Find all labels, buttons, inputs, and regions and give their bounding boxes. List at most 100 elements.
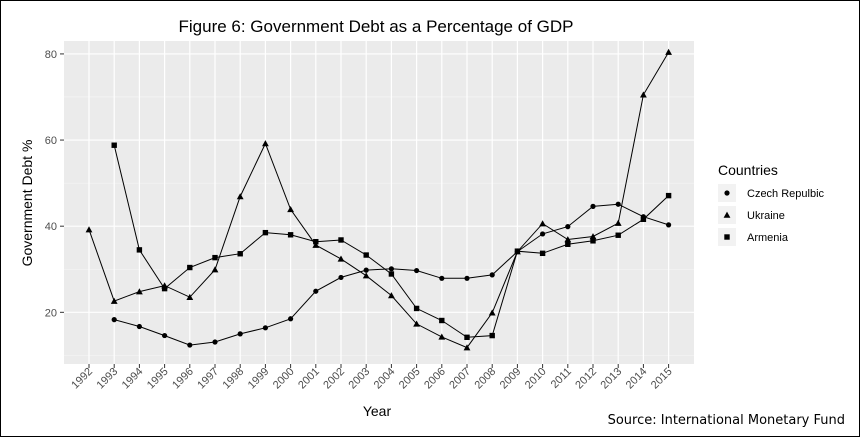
data-point-square bbox=[590, 238, 596, 244]
x-tick-label: 2008 bbox=[473, 366, 499, 392]
data-point-triangle bbox=[665, 48, 672, 55]
data-point-square bbox=[539, 250, 546, 257]
chart-title: Figure 6: Government Debt as a Percentag… bbox=[179, 17, 574, 36]
x-tick-label: 2015 bbox=[649, 366, 675, 392]
data-point-square bbox=[187, 264, 193, 271]
data-point-triangle bbox=[186, 293, 194, 300]
data-point-square bbox=[640, 216, 647, 222]
data-point-square bbox=[514, 248, 521, 254]
data-point-circle bbox=[111, 317, 117, 323]
legend-items: Czech Repulbic Ukraine Armenia bbox=[718, 184, 825, 246]
data-point-square bbox=[111, 142, 117, 148]
data-point-triangle bbox=[640, 91, 647, 98]
data-point-square bbox=[388, 271, 395, 277]
y-tick-label: 80 bbox=[45, 49, 57, 61]
data-point-triangle bbox=[488, 309, 496, 316]
x-tick-label: 1993 bbox=[95, 366, 121, 392]
x-tick-label: 1996 bbox=[170, 366, 196, 392]
y-tick-label: 40 bbox=[45, 221, 57, 233]
data-point-triangle bbox=[85, 226, 93, 233]
legend-title: Countries bbox=[718, 162, 778, 178]
data-point-circle bbox=[590, 203, 596, 209]
data-point-square bbox=[464, 334, 470, 340]
data-point-square bbox=[413, 305, 420, 312]
data-point-square bbox=[565, 241, 571, 247]
data-point-circle bbox=[338, 274, 344, 281]
data-point-triangle bbox=[589, 233, 597, 240]
x-tick-label: 1992 bbox=[69, 366, 95, 392]
data-point-circle bbox=[388, 266, 394, 272]
data-point-triangle bbox=[614, 219, 622, 226]
data-point-square bbox=[313, 238, 319, 245]
data-point-triangle bbox=[362, 272, 370, 279]
y-tick-label: 20 bbox=[45, 307, 57, 319]
x-tick-label: 1997 bbox=[195, 366, 221, 392]
data-point-triangle bbox=[337, 255, 345, 262]
legend-label: Armenia bbox=[747, 232, 789, 244]
data-point-circle bbox=[414, 267, 420, 274]
data-point-triangle bbox=[413, 320, 420, 327]
x-tick-label: 1999 bbox=[246, 366, 272, 392]
data-point-triangle bbox=[287, 205, 294, 213]
data-point-circle bbox=[439, 275, 445, 281]
data-point-triangle bbox=[236, 193, 244, 200]
series-points bbox=[85, 48, 672, 351]
minor-gridlines bbox=[64, 96, 694, 356]
data-point-triangle bbox=[564, 236, 572, 243]
legend: Countries Czech Repulbic Ukraine Armenia bbox=[718, 162, 825, 246]
legend-label: Ukraine bbox=[747, 210, 785, 222]
x-axis-ticks: 1992 1993 1994 1995 1996 1997 1998 1999 2000 2001… bbox=[69, 364, 675, 392]
x-tick-label: 2004 bbox=[372, 366, 398, 392]
x-tick-label: 1995 bbox=[145, 366, 171, 392]
data-point-circle bbox=[288, 316, 294, 322]
x-tick-label: 2012 bbox=[573, 366, 599, 392]
data-point-circle bbox=[212, 339, 218, 345]
legend-label: Czech Repulbic bbox=[747, 188, 825, 200]
y-axis-title: Government Debt % bbox=[19, 140, 35, 267]
data-point-circle bbox=[187, 342, 193, 348]
x-tick-label: 2002 bbox=[321, 366, 347, 392]
data-point-circle bbox=[666, 222, 672, 228]
data-point-circle bbox=[363, 267, 369, 273]
data-point-square bbox=[136, 247, 143, 253]
x-tick-label: 2010 bbox=[523, 366, 549, 392]
data-point-square bbox=[161, 285, 168, 292]
data-point-triangle bbox=[388, 292, 395, 299]
data-point-square bbox=[237, 251, 243, 257]
data-point-square bbox=[262, 229, 269, 236]
x-tick-label: 2007 bbox=[447, 366, 473, 392]
data-point-triangle bbox=[136, 288, 143, 295]
y-tick-label: 60 bbox=[45, 135, 57, 147]
data-point-square bbox=[665, 192, 672, 199]
data-point-circle bbox=[313, 288, 319, 294]
data-point-square bbox=[287, 232, 294, 238]
x-tick-label: 2001 bbox=[296, 366, 322, 392]
data-point-circle bbox=[237, 331, 243, 337]
x-tick-label: 2013 bbox=[599, 366, 625, 392]
data-point-square bbox=[615, 232, 621, 238]
data-point-circle bbox=[464, 275, 470, 281]
data-point-triangle bbox=[312, 241, 320, 248]
data-point-circle bbox=[262, 325, 268, 331]
x-tick-label: 2006 bbox=[422, 366, 448, 392]
data-point-circle bbox=[489, 272, 495, 278]
data-point-triangle bbox=[539, 220, 546, 227]
data-point-triangle bbox=[438, 333, 446, 340]
x-tick-label: 2011 bbox=[549, 366, 574, 391]
data-point-circle bbox=[136, 323, 142, 330]
y-axis-ticks: 20 40 60 80 bbox=[45, 49, 64, 319]
data-point-square bbox=[439, 317, 445, 324]
source-note: Source: International Monetary Fund bbox=[608, 413, 845, 428]
data-point-circle bbox=[540, 231, 546, 237]
x-tick-label: 2003 bbox=[347, 366, 373, 392]
x-tick-label: 2005 bbox=[397, 366, 423, 392]
x-tick-label: 2000 bbox=[271, 366, 297, 392]
x-tick-label: 2014 bbox=[624, 366, 650, 392]
data-point-square bbox=[489, 332, 495, 339]
x-tick-label: 1998 bbox=[221, 366, 247, 392]
data-point-triangle bbox=[262, 140, 269, 147]
data-point-square bbox=[338, 237, 344, 243]
data-point-triangle bbox=[211, 266, 219, 273]
major-gridlines bbox=[64, 41, 694, 364]
